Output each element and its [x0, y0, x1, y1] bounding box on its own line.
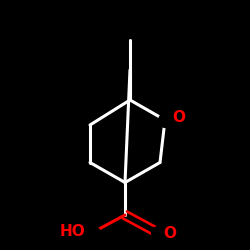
Text: O: O	[164, 226, 177, 241]
Text: O: O	[172, 110, 186, 125]
Text: HO: HO	[59, 224, 85, 239]
